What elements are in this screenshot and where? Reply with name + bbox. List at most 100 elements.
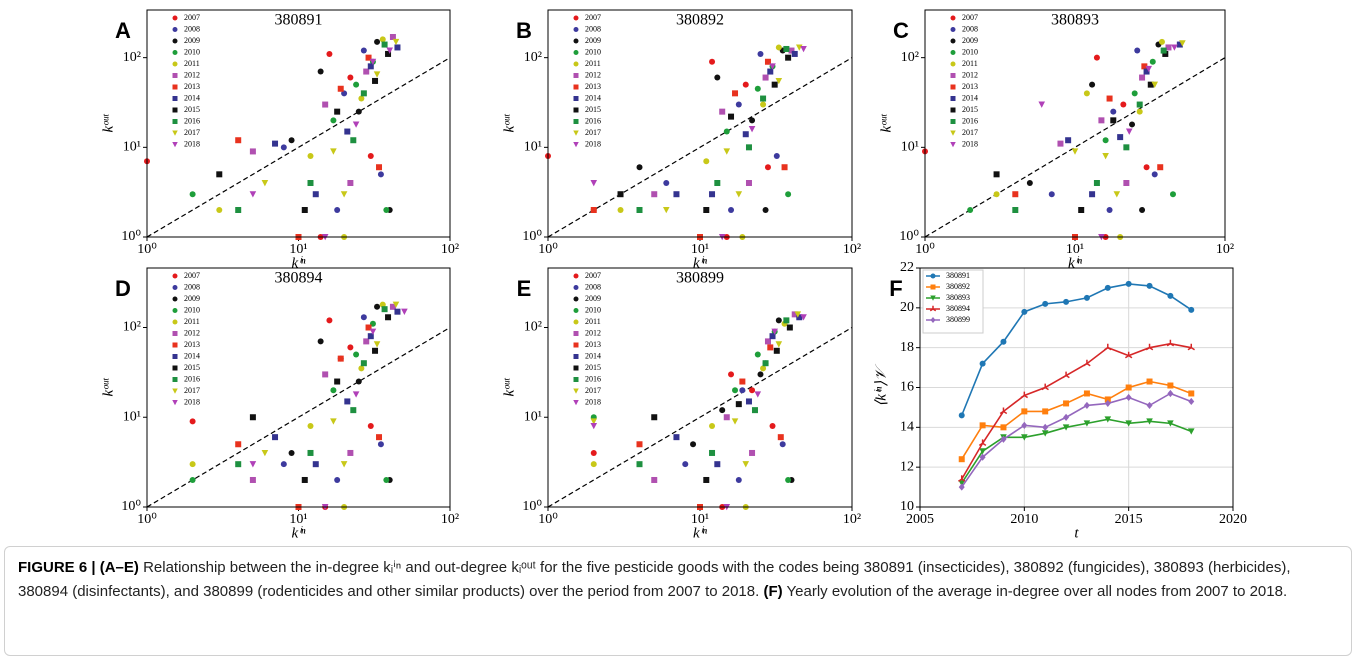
- point: [330, 148, 337, 155]
- point: [1083, 420, 1091, 427]
- point: [786, 324, 793, 331]
- point: [1123, 144, 1130, 151]
- point: [372, 77, 379, 84]
- point: [1083, 401, 1090, 410]
- x-tick-label: 10²: [441, 242, 459, 257]
- point: [355, 378, 362, 385]
- point: [1136, 101, 1143, 108]
- point: [682, 461, 689, 468]
- point: [754, 391, 762, 398]
- point: [775, 44, 782, 51]
- legend-label: 2013: [184, 82, 200, 91]
- point: [307, 180, 314, 187]
- point: [764, 58, 771, 65]
- point: [363, 68, 370, 75]
- point: [1104, 343, 1112, 351]
- panel-letter: F: [889, 276, 902, 301]
- x-tick-label: 10¹: [691, 512, 709, 527]
- legend-label: 2010: [585, 305, 601, 314]
- point: [1136, 108, 1143, 115]
- legend-marker: [172, 84, 178, 90]
- point: [347, 344, 354, 351]
- point: [590, 418, 598, 425]
- point: [334, 378, 341, 385]
- point: [775, 317, 782, 324]
- y-tick-label: 10²: [524, 50, 542, 65]
- point: [1139, 207, 1146, 214]
- legend-label: 2007: [962, 13, 978, 22]
- point: [1038, 101, 1046, 108]
- point: [389, 33, 396, 40]
- legend-marker: [172, 119, 178, 124]
- point: [735, 191, 743, 198]
- point: [1117, 134, 1124, 141]
- legend-marker: [172, 342, 178, 348]
- point: [742, 131, 749, 138]
- legend-label: 2007: [184, 13, 200, 22]
- point: [723, 148, 731, 155]
- point: [367, 153, 374, 160]
- point: [979, 453, 986, 461]
- y-tick-label: 22: [900, 260, 914, 275]
- point: [363, 338, 370, 345]
- point: [1106, 207, 1113, 214]
- point: [1021, 434, 1028, 441]
- point: [1134, 47, 1141, 54]
- legend-marker: [172, 27, 178, 32]
- point: [769, 422, 776, 429]
- legend-label: 2009: [184, 294, 200, 303]
- legend-label: 2015: [184, 363, 200, 372]
- point: [1166, 339, 1175, 347]
- legend-marker: [172, 400, 178, 406]
- point: [347, 74, 354, 81]
- point: [392, 38, 400, 46]
- legend-marker: [172, 296, 178, 302]
- y-tick-label: 10⁰: [522, 229, 542, 244]
- point: [372, 347, 379, 354]
- x-tick-label: 10⁰: [538, 242, 558, 257]
- y-tick-label: 10¹: [524, 409, 542, 424]
- y-tick-label: 10¹: [123, 409, 141, 424]
- point: [1151, 81, 1159, 88]
- point: [1125, 384, 1132, 391]
- point: [590, 461, 597, 468]
- legend-label: 2017: [585, 128, 601, 137]
- panel-title: 380891: [275, 12, 323, 29]
- point: [1110, 117, 1117, 124]
- point: [1146, 282, 1153, 289]
- point: [673, 191, 680, 198]
- legend-marker: [573, 119, 579, 124]
- point: [379, 301, 386, 308]
- point: [1063, 298, 1070, 305]
- legend-label: 2013: [585, 340, 601, 349]
- point: [367, 422, 374, 429]
- legend-marker: [573, 365, 579, 371]
- point: [392, 301, 400, 308]
- point: [1167, 292, 1174, 299]
- point: [381, 306, 388, 313]
- legend-marker: [573, 15, 579, 21]
- point: [1102, 137, 1109, 144]
- legend-label: 2018: [962, 139, 978, 148]
- point: [1169, 191, 1176, 198]
- point: [1139, 74, 1146, 81]
- point: [958, 483, 965, 491]
- plot-frame: [547, 9, 853, 238]
- point: [369, 58, 377, 66]
- point: [1125, 280, 1132, 287]
- point: [353, 351, 360, 358]
- point: [1062, 424, 1070, 431]
- legend-marker: [573, 354, 579, 359]
- point: [367, 63, 374, 70]
- x-axis-label: t: [1074, 525, 1079, 541]
- point: [1188, 306, 1195, 313]
- point: [636, 461, 643, 468]
- point: [288, 449, 295, 456]
- point: [383, 207, 390, 214]
- legend-marker: [573, 388, 579, 394]
- legend-marker: [573, 142, 579, 148]
- point: [1125, 393, 1132, 402]
- legend-label: 2014: [585, 351, 601, 360]
- y-tick-label: 10⁰: [121, 229, 141, 244]
